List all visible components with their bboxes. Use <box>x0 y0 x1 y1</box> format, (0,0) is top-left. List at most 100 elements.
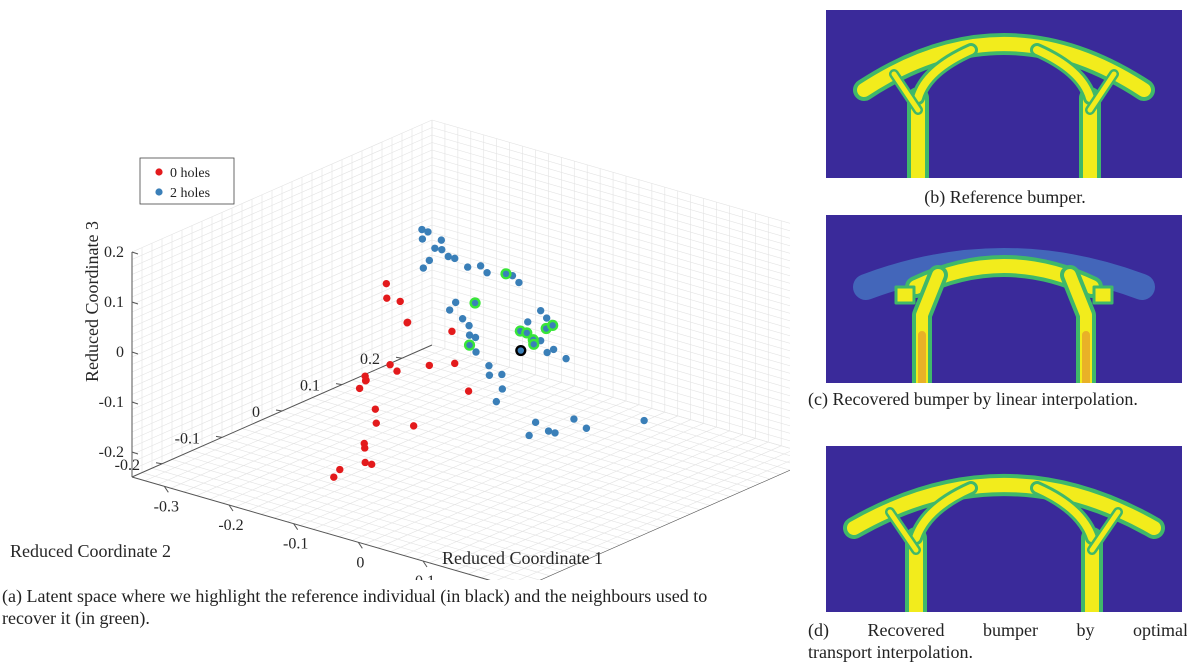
grid-line <box>141 472 516 580</box>
grid-line <box>518 460 790 580</box>
point-0-holes <box>362 376 370 384</box>
grid-line <box>429 430 730 564</box>
point-2-holes <box>562 354 570 363</box>
point-0-holes <box>382 279 391 288</box>
point-2-holes <box>419 264 428 272</box>
y-tick-label: 0.1 <box>300 378 320 395</box>
point-2-holes <box>418 225 426 234</box>
grid-line <box>131 157 433 290</box>
grid-line <box>231 432 621 546</box>
point-2-holes <box>465 321 473 330</box>
point-2-holes <box>425 256 434 265</box>
point-2-holes <box>451 298 460 307</box>
point-neighbour-core <box>530 341 537 348</box>
legend-marker-2-holes <box>155 188 163 196</box>
point-2-holes <box>485 362 493 370</box>
point-2-holes <box>476 262 485 270</box>
grid-line <box>431 149 790 254</box>
point-0-holes <box>451 359 459 368</box>
bumper-shape <box>843 474 1165 612</box>
y-tick-label: -0.1 <box>175 430 200 447</box>
grid-line <box>431 134 790 239</box>
z-tick-label: 0.1 <box>104 294 124 311</box>
legend-box <box>139 157 235 205</box>
point-0-holes <box>464 387 473 395</box>
grid-line <box>131 134 433 268</box>
point-2-holes <box>582 424 591 432</box>
grid-lines <box>131 119 790 580</box>
grid-line <box>241 428 631 541</box>
grid-line <box>416 426 717 560</box>
point-0-holes <box>361 444 369 452</box>
grid-line <box>131 127 433 260</box>
grid-line <box>390 419 691 552</box>
point-2-holes <box>418 235 427 243</box>
point-2-holes <box>424 228 432 236</box>
x-tick-mark <box>293 523 299 530</box>
point-2-holes <box>437 236 446 244</box>
point-0-holes <box>372 419 380 427</box>
point-0-holes <box>367 460 376 469</box>
z-tick-label: 0.2 <box>104 244 124 261</box>
point-2-holes <box>465 331 474 339</box>
x-tick-label: 0 <box>356 554 364 571</box>
bumper-shape <box>853 33 1155 178</box>
point-2-holes <box>492 397 501 406</box>
point-2-holes <box>544 427 553 435</box>
caption-d-line-2: transport interpolation. <box>808 642 973 662</box>
grid-line <box>201 445 591 559</box>
point-2-holes <box>438 245 446 254</box>
grid-line <box>151 467 541 580</box>
grid-line <box>211 441 601 555</box>
grid-line <box>161 463 551 577</box>
latent-space-scatter-3d: -0.3 -0.2 -0.1 0 0.1 0.2 -0.2 -0.1 0 0.1 0.2 -0.2 -0… <box>10 119 790 580</box>
point-2-holes <box>536 306 545 315</box>
point-2-holes <box>451 254 459 263</box>
grid-line <box>131 119 433 253</box>
point-2-holes <box>640 416 648 425</box>
x-tick-label: -0.2 <box>218 517 243 534</box>
caption-a: (a) Latent space where we highlight the … <box>2 586 708 628</box>
grid-line <box>442 434 743 567</box>
x-tick-mark <box>422 560 428 568</box>
point-0-holes <box>371 405 380 413</box>
z-tick-label: 0 <box>116 344 124 361</box>
y-tick-mark <box>395 356 403 359</box>
caption-c: (c) Recovered bumper by linear interpola… <box>808 389 1138 409</box>
z-tick-label: -0.1 <box>99 394 124 411</box>
grid-line <box>181 454 571 568</box>
grid-line <box>431 142 790 247</box>
point-2-holes <box>445 306 454 314</box>
data-points <box>330 225 648 481</box>
point-neighbour-core <box>502 270 510 277</box>
axes: -0.3 -0.2 -0.1 0 0.1 0.2 -0.2 -0.1 0 0.1 0.2 -0.2 -0… <box>99 244 790 580</box>
point-2-holes <box>543 348 551 357</box>
point-neighbour-core <box>549 322 556 329</box>
point-2-holes <box>463 263 472 271</box>
point-2-holes <box>551 429 559 437</box>
point-2-holes <box>483 269 491 277</box>
caption-b: (b) Reference bumper. <box>924 187 1086 207</box>
y-tick-mark <box>275 409 283 412</box>
caption-d: (d) Recovered bumper by optimal transpor… <box>808 619 1187 663</box>
point-2-holes <box>549 345 558 354</box>
y-tick-mark <box>155 462 163 465</box>
point-2-holes <box>524 318 532 326</box>
grid-line <box>338 404 640 538</box>
point-2-holes <box>570 415 578 423</box>
point-0-holes <box>409 422 418 430</box>
x-axis-line <box>131 476 491 580</box>
z-tick-mark <box>131 251 139 255</box>
point-2-holes <box>542 314 551 322</box>
grid-line <box>131 149 433 283</box>
point-0-holes <box>355 384 364 393</box>
legend-marker-0-holes <box>155 168 163 176</box>
grid-line <box>191 450 581 563</box>
point-0-holes <box>336 465 344 474</box>
grid-line <box>481 445 782 579</box>
grid-line <box>251 423 641 537</box>
z-axis-label: Reduced Coordinate 3 <box>82 221 102 382</box>
point-0-holes <box>425 361 434 370</box>
grid-line <box>431 127 790 232</box>
grid-line <box>411 353 790 464</box>
